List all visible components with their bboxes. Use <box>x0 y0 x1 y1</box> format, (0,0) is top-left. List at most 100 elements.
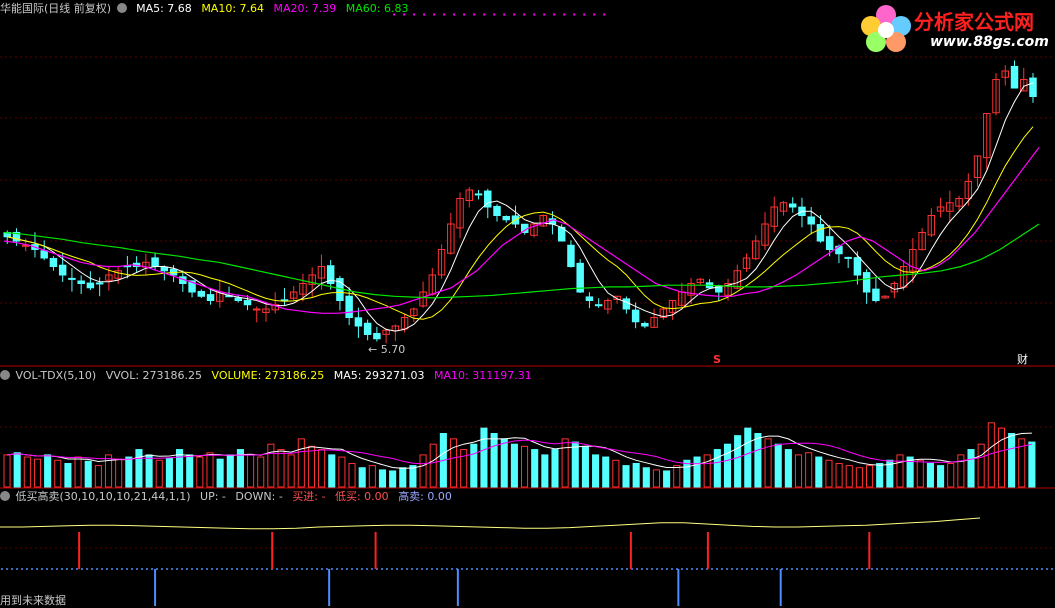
baseline-dot <box>1011 568 1013 570</box>
dropdown-icon[interactable] <box>0 370 10 380</box>
baseline-dot <box>981 568 983 570</box>
baseline-dot <box>711 568 713 570</box>
baseline-dot <box>241 568 243 570</box>
candle-body <box>659 308 668 318</box>
volume-bar <box>247 454 255 488</box>
volume-bar <box>44 454 52 488</box>
baseline-dot <box>601 568 603 570</box>
baseline-dot <box>91 568 93 570</box>
indicator-line <box>0 517 981 530</box>
baseline-dot <box>1006 568 1008 570</box>
baseline-dot <box>576 568 578 570</box>
indicator-header: 低买高卖(30,10,10,10,21,44,1,1) UP: - DOWN: … <box>0 490 458 504</box>
baseline-dot <box>751 568 753 570</box>
volume-bar <box>449 438 458 488</box>
baseline-dot <box>836 568 838 570</box>
baseline-dot <box>551 568 553 570</box>
volume-bar <box>916 459 924 488</box>
baseline-dot <box>966 568 968 570</box>
baseline-dot <box>796 568 798 570</box>
volume-bar <box>257 456 265 488</box>
volume-bar <box>104 454 113 488</box>
baseline-dot <box>606 568 608 570</box>
volume-bar <box>592 454 600 488</box>
dropdown-icon[interactable] <box>116 3 127 13</box>
baseline-dot <box>396 568 398 570</box>
volume-ma5-line <box>6 432 1032 469</box>
baseline-dot <box>971 568 973 570</box>
baseline-dot <box>811 568 813 570</box>
candle-body <box>733 270 742 289</box>
candle-body <box>86 282 95 289</box>
volume-bar <box>409 465 417 488</box>
baseline-dot <box>521 568 523 570</box>
baseline-dot <box>41 568 43 570</box>
baseline-dot <box>941 568 943 570</box>
baseline-dot <box>246 568 248 570</box>
candle-body <box>77 280 85 285</box>
volume-bar <box>236 449 244 488</box>
baseline-dot <box>61 568 63 570</box>
baseline-dot <box>701 568 703 570</box>
ma60-label: MA60: 6.83 <box>345 2 409 15</box>
candle-body <box>825 236 834 251</box>
vol-name: VOL-TDX(5,10) <box>15 369 97 382</box>
baseline-dot <box>86 568 88 570</box>
candle-body <box>317 266 326 279</box>
candle-body <box>779 202 788 212</box>
dropdown-icon[interactable] <box>0 491 10 501</box>
baseline-dot <box>686 568 688 570</box>
ma20-label: MA20: 7.39 <box>273 2 337 15</box>
baseline-dot <box>286 568 288 570</box>
baseline-dot <box>731 568 733 570</box>
baseline-dot <box>776 568 778 570</box>
candle-body <box>844 256 852 259</box>
baseline-dot <box>911 568 913 570</box>
volume-bar <box>1018 438 1026 488</box>
baseline-dot <box>581 568 583 570</box>
baseline-dot <box>101 568 103 570</box>
candle-body <box>1029 77 1037 97</box>
baseline-dot <box>961 568 963 570</box>
baseline-dot <box>386 568 388 570</box>
volume-bar <box>287 454 295 488</box>
baseline-dot <box>1031 568 1033 570</box>
baseline-dot <box>901 568 903 570</box>
volume-bar <box>713 449 721 488</box>
volume-bar <box>663 470 671 488</box>
baseline-dot <box>371 568 373 570</box>
volume-bar <box>429 443 437 488</box>
candle-body <box>447 223 455 254</box>
volume-bar <box>947 462 955 488</box>
baseline-dot <box>766 568 768 570</box>
candle-body <box>114 270 122 279</box>
baseline-dot <box>361 568 363 570</box>
baseline-dot <box>926 568 928 570</box>
baseline-dot <box>326 568 328 570</box>
volume-bar <box>307 445 316 488</box>
baseline-dot <box>641 568 643 570</box>
baseline-dot <box>171 568 173 570</box>
baseline-dot <box>1 568 3 570</box>
candle-body <box>95 282 104 285</box>
candle-body <box>68 277 76 280</box>
baseline-dot <box>806 568 808 570</box>
candle-body <box>807 216 815 225</box>
baseline-dot <box>346 568 348 570</box>
volume-bar <box>896 454 904 488</box>
baseline-dot <box>756 568 758 570</box>
low-buy-label: 低买: 0.00 <box>334 490 389 503</box>
baseline-dot <box>31 568 33 570</box>
volume-bar <box>764 438 772 488</box>
vvol-label: VVOL: 273186.25 <box>105 369 203 382</box>
volume-bar <box>703 454 711 488</box>
baseline-dot <box>921 568 923 570</box>
candle-body <box>1001 70 1010 78</box>
volume-bar <box>967 449 975 488</box>
volume-bar <box>805 452 813 488</box>
dot-run: · · · · · · · · · · · · · · · · · · · · … <box>392 8 608 21</box>
baseline-dot <box>801 568 803 570</box>
baseline-dot <box>841 568 843 570</box>
ma20-line <box>3 147 1040 314</box>
baseline-dot <box>26 568 28 570</box>
